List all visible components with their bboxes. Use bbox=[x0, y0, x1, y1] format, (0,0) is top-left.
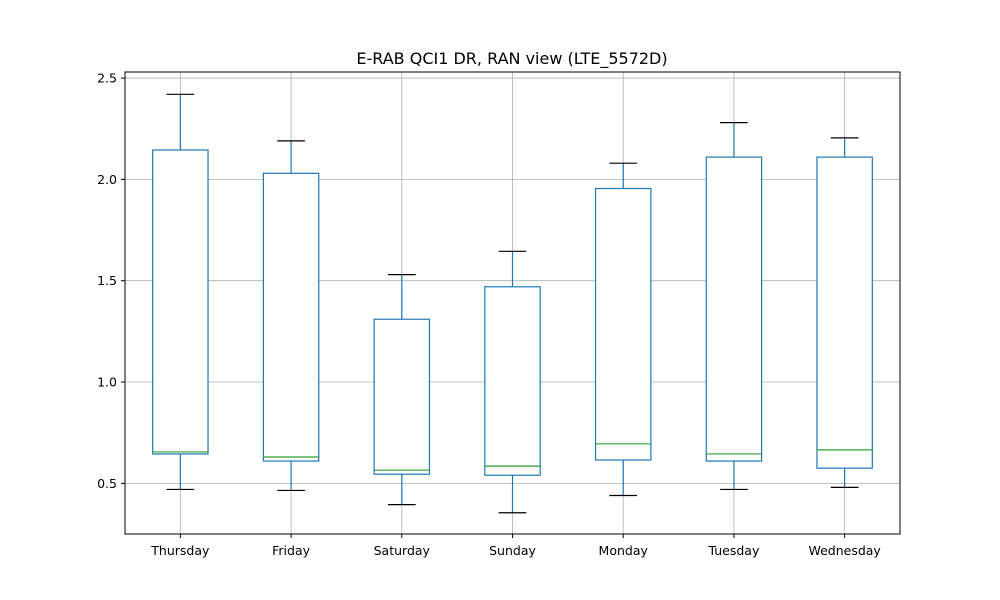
iqr-box bbox=[816, 156, 873, 469]
iqr-box bbox=[705, 156, 763, 462]
x-tick-label: Monday bbox=[599, 543, 649, 558]
iqr-box bbox=[373, 318, 431, 475]
x-tick-label: Saturday bbox=[374, 543, 431, 558]
iqr-box bbox=[484, 286, 541, 476]
iqr-box bbox=[594, 187, 652, 461]
y-tick-label: 1.5 bbox=[97, 273, 117, 288]
boxes bbox=[152, 93, 873, 514]
y-tick-label: 2.5 bbox=[97, 71, 117, 86]
x-tick-label: Friday bbox=[272, 543, 310, 558]
y-tick-label: 0.5 bbox=[97, 476, 117, 491]
x-tick-label: Sunday bbox=[489, 543, 536, 558]
box-tuesday bbox=[705, 122, 763, 491]
y-tick-label: 1.0 bbox=[97, 375, 117, 390]
x-tick-label: Thursday bbox=[150, 543, 210, 558]
box-saturday bbox=[373, 274, 431, 506]
box-sunday bbox=[484, 250, 541, 514]
y-tick-label: 2.0 bbox=[97, 172, 117, 187]
box-wednesday bbox=[816, 137, 873, 488]
iqr-box bbox=[262, 172, 320, 462]
box-monday bbox=[594, 162, 652, 497]
chart-title: E-RAB QCI1 DR, RAN view (LTE_5572D) bbox=[356, 49, 667, 69]
box-thursday bbox=[152, 93, 209, 491]
x-tick-label: Tuesday bbox=[707, 543, 759, 558]
axis-ticks: Thursday Friday Saturday Sunday Monday Tuesda… bbox=[97, 71, 881, 558]
box-friday bbox=[262, 140, 320, 492]
iqr-box bbox=[152, 149, 209, 455]
x-tick-label: Wednesday bbox=[808, 543, 881, 558]
